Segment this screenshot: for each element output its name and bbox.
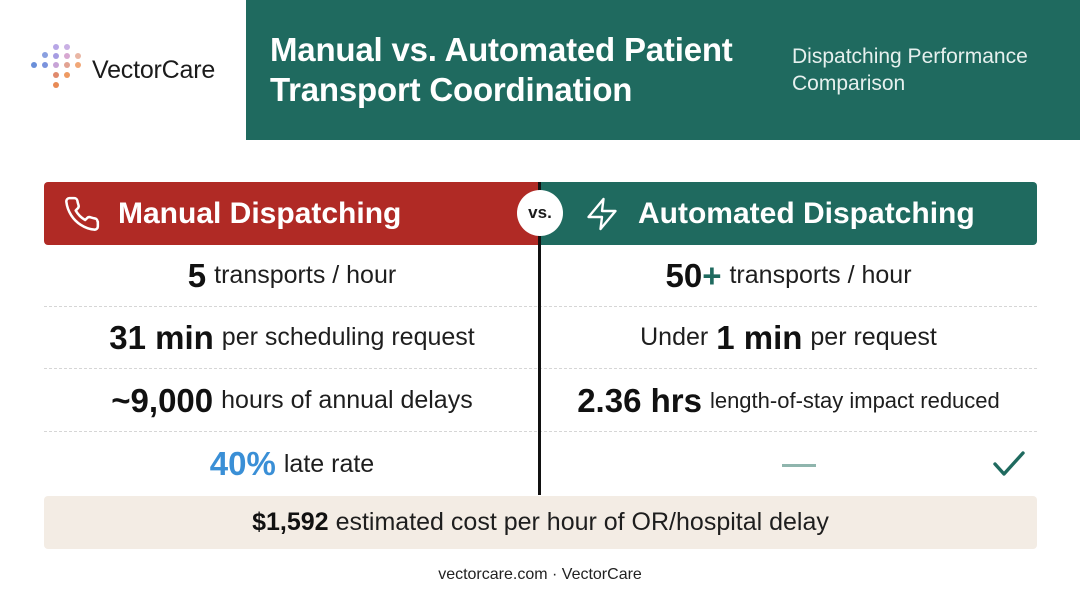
table-row: 5 transports / hour 50 + transports / ho… <box>44 245 1037 307</box>
vs-badge: vs. <box>517 190 563 236</box>
automated-cell: 2.36 hrs length-of-stay impact reduced <box>540 370 1037 431</box>
manual-column-label: Manual Dispatching <box>118 196 402 230</box>
dash-icon <box>782 464 816 467</box>
metric-text: transports / hour <box>729 261 912 289</box>
metric-value: 40% <box>209 445 276 482</box>
brand-logo: VectorCare <box>0 0 246 140</box>
brand-name: VectorCare <box>92 55 216 84</box>
page-subtitle: Dispatching Performance Comparison <box>792 45 1028 95</box>
table-row: 40% late rate <box>44 433 1037 495</box>
automated-column-label: Automated Dispatching <box>638 196 975 230</box>
logo-dots-icon <box>30 44 82 96</box>
manual-column-header: Manual Dispatching <box>44 182 540 245</box>
cost-summary-band: $1,592 estimated cost per hour of OR/hos… <box>44 496 1037 549</box>
automated-cell: Under 1 min per request <box>540 307 1037 368</box>
manual-cell: 40% late rate <box>44 433 540 495</box>
header-band: Manual vs. Automated Patient Transport C… <box>246 0 1080 140</box>
metric-text: per scheduling request <box>221 323 475 351</box>
automated-column-header: Automated Dispatching <box>540 182 1037 245</box>
table-row: ~9,000 hours of annual delays 2.36 hrs l… <box>44 370 1037 432</box>
metric-suffix: + <box>702 256 722 294</box>
column-divider <box>538 182 541 495</box>
metric-text: transports / hour <box>214 261 397 289</box>
manual-cell: 31 min per scheduling request <box>44 307 540 368</box>
phone-icon <box>62 194 102 234</box>
cost-amount: $1,592 <box>252 508 329 536</box>
metric-value: 2.36 hrs <box>577 381 702 419</box>
manual-cell: ~9,000 hours of annual delays <box>44 370 540 431</box>
page-title: Manual vs. Automated Patient Transport C… <box>270 31 733 108</box>
manual-cell: 5 transports / hour <box>44 245 540 306</box>
checkmark-icon <box>993 451 1025 476</box>
table-row: 31 min per scheduling request Under 1 mi… <box>44 307 1037 369</box>
footer-source: vectorcare.com · VectorCare <box>438 566 642 583</box>
metric-prefix: Under <box>640 323 709 351</box>
metric-value: 50 <box>665 256 703 294</box>
metric-text: per request <box>810 323 937 351</box>
automated-cell: 50 + transports / hour <box>540 245 1037 306</box>
metric-text: length-of-stay impact reduced <box>709 387 1000 413</box>
automated-cell <box>540 433 1037 495</box>
cost-text: estimated cost per hour of OR/hospital d… <box>335 508 829 536</box>
metric-value: 31 min <box>109 318 214 356</box>
lightning-icon <box>582 194 622 234</box>
metric-text: hours of annual delays <box>221 386 473 414</box>
metric-value: 5 <box>187 256 207 294</box>
metric-value: 1 min <box>716 318 803 356</box>
metric-text: late rate <box>283 449 375 478</box>
metric-value: ~9,000 <box>111 381 214 419</box>
